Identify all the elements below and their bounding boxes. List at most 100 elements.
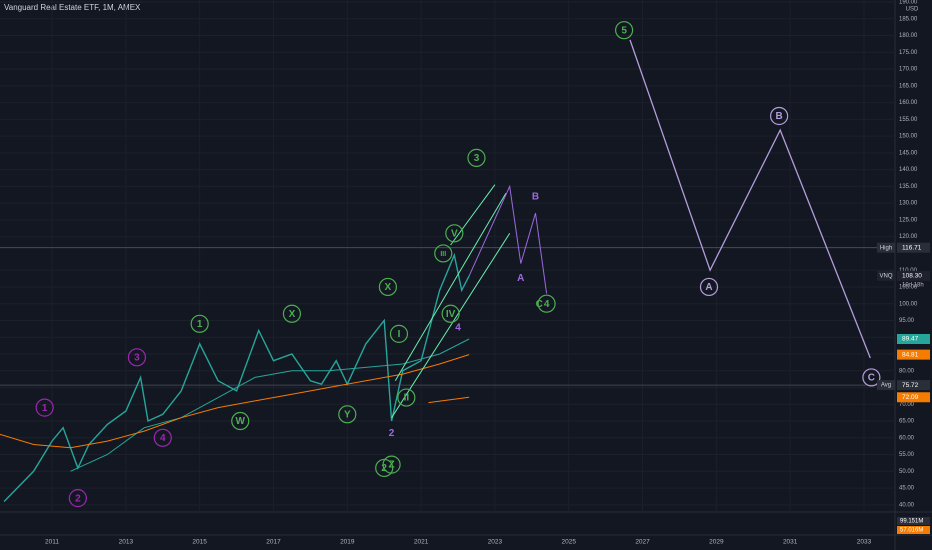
price-countdown: 10d 18h: [902, 282, 924, 288]
price-label-box: [897, 270, 930, 281]
volume-label-box: [897, 526, 930, 534]
price-label: 84.81: [902, 351, 919, 358]
wave-label: 4: [544, 299, 550, 310]
y-tick-label: 190.00: [899, 0, 918, 6]
price-label: 116.71: [902, 244, 922, 251]
y-tick-label: 60.00: [899, 435, 915, 441]
wave-circle: [389, 324, 409, 343]
y-tick-label: 140.00: [899, 167, 918, 173]
wave-circle: [537, 294, 556, 313]
wave-label: A: [517, 273, 524, 284]
wave-label: 2: [381, 463, 387, 474]
y-tick-label: 145.00: [899, 150, 918, 156]
price-label: 108.30: [902, 273, 922, 280]
price-label-box: [897, 380, 930, 391]
series-line: [70, 338, 470, 472]
series-line: [394, 192, 507, 382]
wave-circle: [35, 398, 54, 417]
price-label-box: [897, 242, 930, 253]
wave-label: X: [385, 282, 392, 293]
x-tick-label: 2023: [488, 539, 503, 546]
price-tag-box: [877, 242, 895, 253]
series-line: [450, 184, 496, 246]
wave-label: 3: [134, 352, 140, 363]
x-tick-label: 2015: [192, 539, 207, 546]
wave-label: 2: [389, 428, 395, 439]
wave-circle: [445, 224, 464, 243]
wave-circle: [441, 304, 460, 323]
wave-label: W: [236, 416, 246, 427]
wave-circle: [770, 106, 789, 126]
y-tick-label: 155.00: [899, 117, 918, 123]
y-tick-label: 105.00: [899, 285, 918, 291]
price-tag: High: [880, 245, 892, 251]
price-label-box: [897, 349, 930, 360]
x-tick-label: 2019: [340, 539, 355, 546]
currency: USD: [906, 7, 919, 13]
wave-label: Z: [389, 460, 395, 471]
wave-label: C: [868, 373, 875, 384]
y-tick-label: 100.00: [899, 301, 918, 307]
volume-label: 57.016M: [900, 528, 923, 534]
wave-circle: [378, 277, 397, 297]
volume-label: 99.151M: [900, 519, 923, 525]
x-tick-label: 2021: [414, 539, 429, 546]
wave-circle: [231, 411, 250, 431]
wave-circle: [282, 304, 302, 323]
y-tick-label: 70.00: [899, 402, 915, 408]
x-tick-label: 2033: [857, 539, 872, 546]
x-tick-label: 2017: [266, 539, 281, 546]
y-tick-label: 40.00: [899, 502, 915, 508]
chart-title: Vanguard Real Estate ETF, 1M, AMEX: [4, 3, 141, 12]
wave-label: A: [705, 282, 712, 293]
wave-label: III: [440, 251, 446, 258]
price-label: 75.72: [902, 382, 919, 389]
y-tick-label: 55.00: [899, 452, 915, 458]
y-tick-label: 50.00: [899, 469, 915, 475]
series-line: [428, 396, 470, 404]
y-tick-label: 125.00: [899, 217, 918, 223]
wave-circle: [127, 348, 147, 367]
wave-label: Y: [344, 409, 351, 420]
series-line: [468, 184, 548, 294]
x-tick-label: 2027: [635, 539, 650, 546]
price-tag: VNQ: [879, 273, 892, 279]
y-tick-label: 185.00: [899, 16, 918, 22]
x-tick-label: 2011: [45, 539, 59, 546]
y-tick-label: 175.00: [899, 50, 918, 56]
y-tick-label: 65.00: [899, 419, 915, 425]
y-tick-label: 95.00: [899, 318, 915, 324]
wave-circle: [699, 277, 719, 297]
y-tick-label: 160.00: [899, 100, 918, 106]
series-line: [629, 39, 871, 359]
wave-circle: [467, 148, 486, 167]
y-tick-label: 170.00: [899, 67, 918, 73]
wave-label: C: [536, 299, 543, 310]
wave-label: 1: [42, 403, 48, 414]
price-tag-box: [877, 270, 895, 281]
price-label: 72.09: [902, 394, 919, 401]
series-line: [391, 233, 511, 418]
wave-label: I: [398, 329, 401, 340]
wave-label: II: [404, 393, 410, 404]
price-label-box: [897, 392, 930, 403]
wave-label: 5: [621, 25, 627, 36]
x-tick-label: 2025: [562, 539, 577, 546]
y-tick-label: 120.00: [899, 234, 918, 240]
x-tick-label: 2013: [119, 539, 134, 546]
price-tag: Avg: [881, 383, 891, 389]
wave-circle: [615, 21, 634, 40]
wave-circle: [397, 388, 416, 407]
wave-label: V: [451, 228, 458, 239]
wave-label: 3: [474, 153, 480, 164]
wave-circle: [862, 368, 881, 387]
price-tag-box: [877, 380, 895, 391]
y-tick-label: 150.00: [899, 134, 918, 140]
x-tick-label: 2029: [709, 539, 724, 546]
wave-label: IV: [446, 309, 456, 320]
x-tick-label: 2031: [783, 539, 798, 546]
y-tick-label: 180.00: [899, 33, 918, 39]
series-line: [0, 354, 470, 449]
